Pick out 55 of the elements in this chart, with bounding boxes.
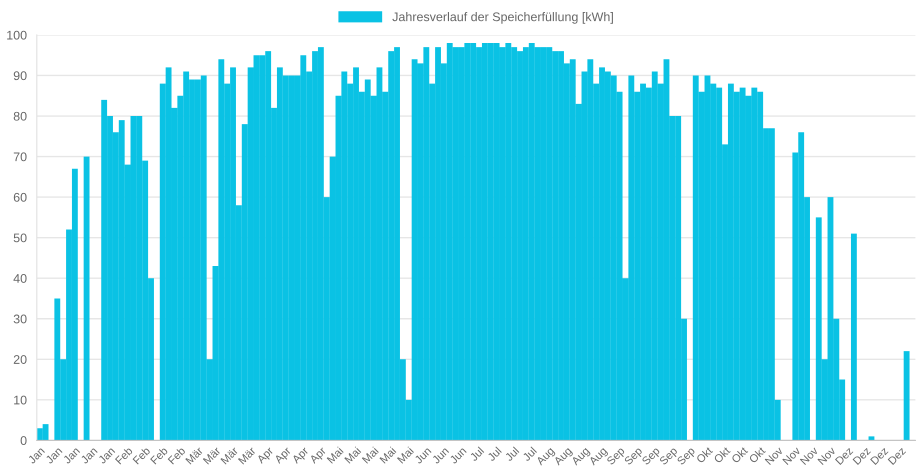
x-tick-label: Mär	[185, 446, 204, 465]
x-tick-label: Dez	[852, 446, 871, 466]
x-tick-label: Feb	[167, 446, 186, 465]
x-tick-label: Jan	[62, 446, 80, 464]
x-tick-label: Jan	[45, 446, 63, 464]
x-tick-label: Feb	[150, 446, 168, 465]
x-tick-label: Okt	[713, 446, 731, 464]
y-tick-label: 20	[14, 355, 27, 364]
x-tick-label: Jun	[432, 446, 450, 464]
x-tick-label: Apr	[291, 446, 311, 466]
y-tick-label: 30	[14, 314, 27, 324]
y-tick-label: 80	[14, 112, 27, 121]
y-tick-label: 50	[14, 233, 27, 242]
x-tick-label: Okt	[748, 446, 766, 464]
x-tick-label: Nov	[782, 446, 802, 466]
x-tick-label: Nov	[764, 446, 784, 466]
x-tick-label: Jul	[486, 446, 502, 462]
x-tick-label: Aug	[536, 446, 556, 466]
x-tick-label: Mai	[396, 446, 414, 464]
x-tick-label: Mär	[238, 446, 256, 465]
x-tick-label: Mai	[326, 446, 344, 464]
y-tick-label: 10	[14, 396, 27, 404]
x-tick-label: Jan	[98, 446, 116, 464]
x-tick-label: Mai	[344, 446, 362, 464]
x-tick-label: Okt	[730, 446, 748, 464]
x-tick-label: Jun	[449, 446, 467, 464]
x-tick-label: Jan	[80, 446, 98, 464]
x-tick-label: Apr	[256, 446, 276, 466]
legend-label: Jahresverlauf der Speicherfüllung [kWh]	[392, 12, 613, 24]
x-tick-label: Jul	[504, 446, 520, 462]
x-tick-label: Jul	[522, 446, 537, 462]
x-tick-label: Jan	[27, 446, 45, 464]
x-tick-label: Dez	[870, 446, 889, 466]
y-tick-label: 60	[14, 192, 27, 202]
x-tick-label: Jun	[414, 446, 432, 464]
x-tick-label: Dez	[835, 446, 854, 466]
x-tick-label: Mai	[379, 446, 396, 464]
x-tick-label: Sep	[676, 446, 697, 466]
x-tick-label: Feb	[114, 446, 134, 465]
x-tick-label: Jul	[469, 446, 484, 462]
x-tick-label: Feb	[132, 446, 151, 465]
y-tick-label: 100	[7, 30, 27, 40]
y-tick-label: 40	[13, 274, 27, 283]
x-tick-label: Okt	[696, 446, 714, 464]
y-tick-label: 90	[14, 71, 27, 80]
x-tick-label: Mär	[202, 446, 222, 465]
x-tick-label: Mär	[220, 446, 239, 465]
x-tick-label: Apr	[308, 446, 328, 466]
y-tick-label: 0	[20, 436, 27, 446]
y-tick-label: 70	[14, 152, 27, 162]
x-tick-label: Nov	[817, 446, 836, 466]
x-tick-label: Nov	[800, 446, 819, 466]
x-tick-label: Apr	[274, 446, 293, 466]
x-tick-label: Mai	[362, 446, 379, 464]
x-tick-label: Dez	[888, 446, 906, 466]
